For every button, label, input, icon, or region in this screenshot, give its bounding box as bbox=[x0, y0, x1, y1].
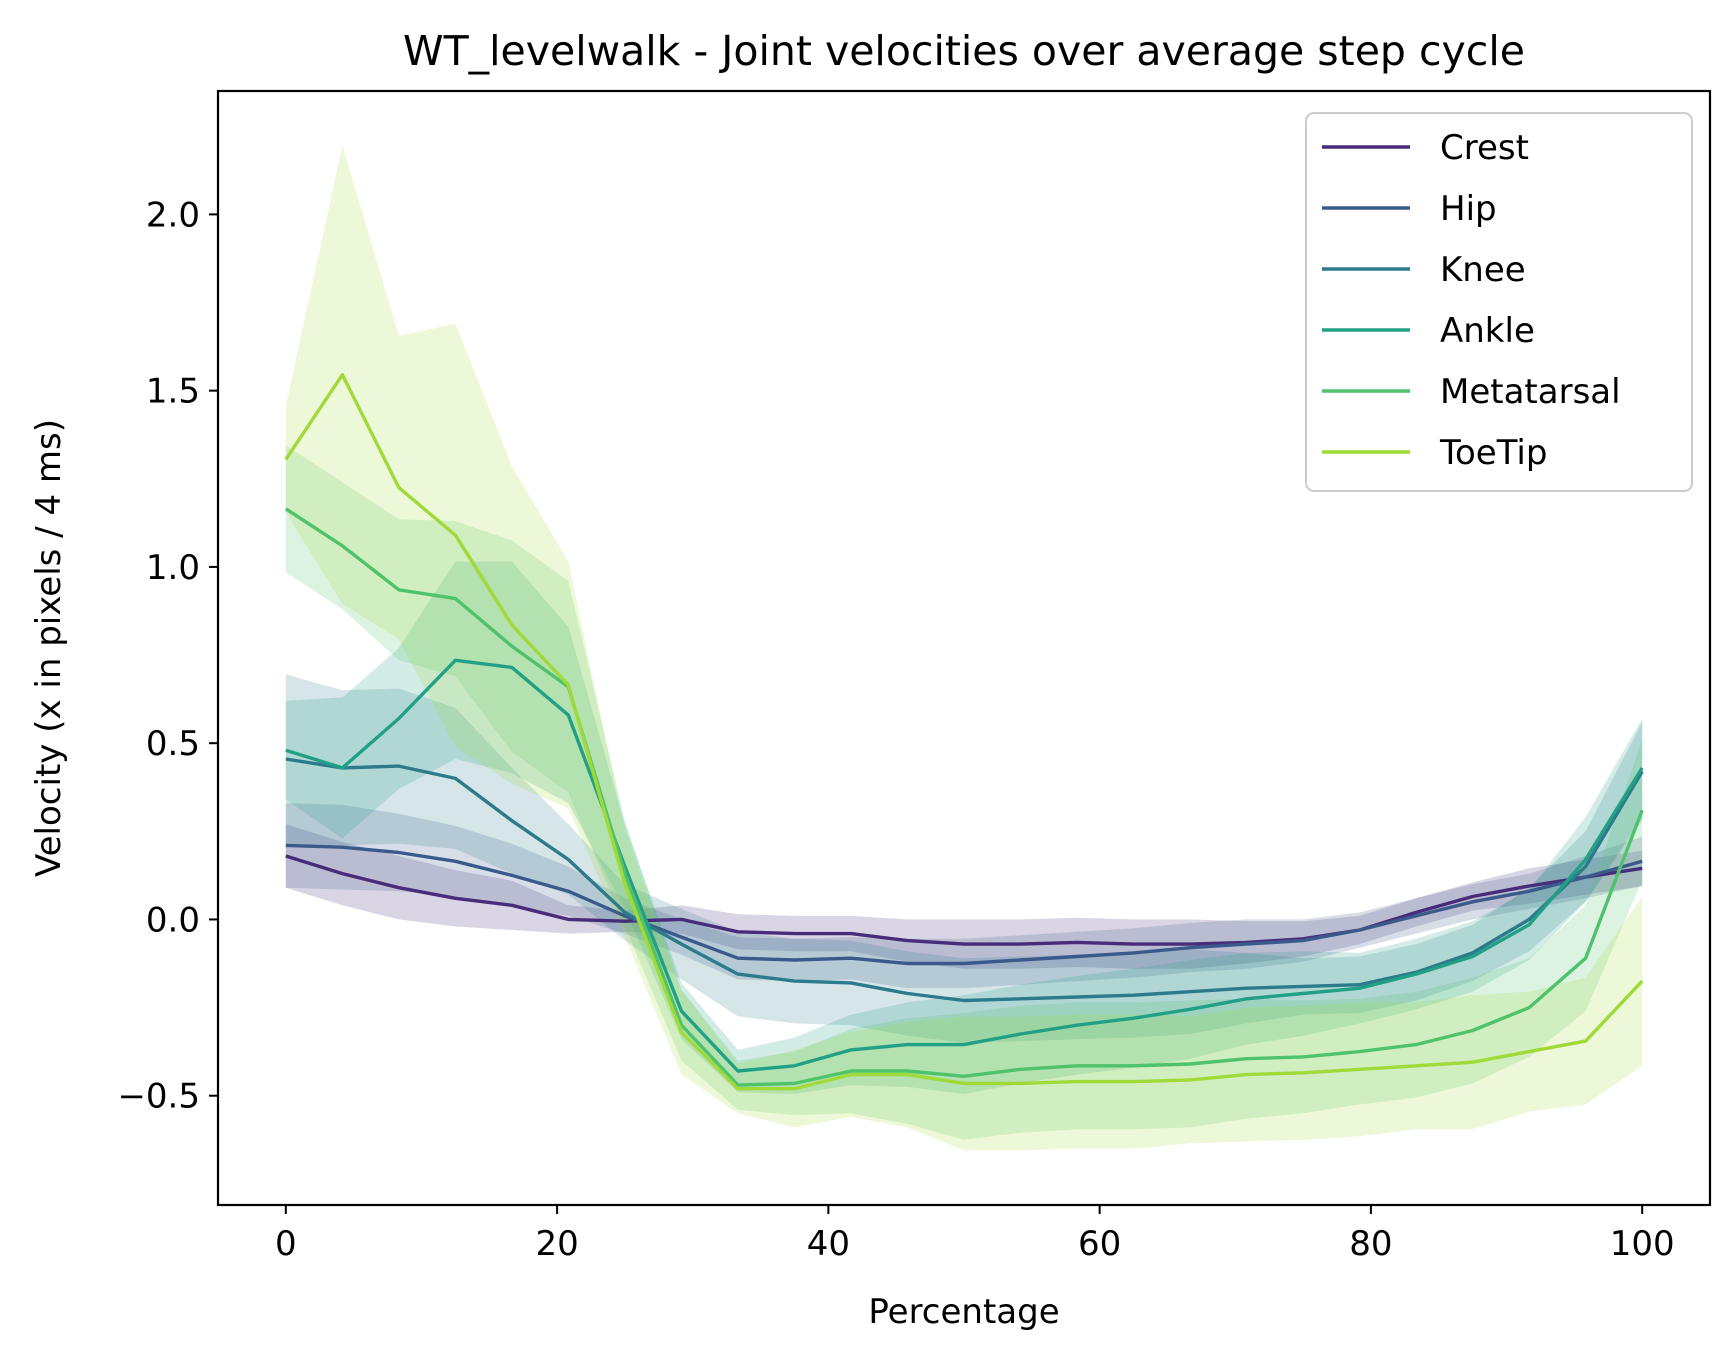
y-tick-label: 1.0 bbox=[146, 548, 200, 588]
x-tick-label: 80 bbox=[1349, 1224, 1392, 1264]
y-tick-label: 2.0 bbox=[146, 195, 200, 235]
series-line-toetip bbox=[284, 373, 1644, 1091]
x-tick-label: 0 bbox=[275, 1224, 297, 1264]
chart-title: WT_levelwalk - Joint velocities over ave… bbox=[403, 27, 1525, 75]
series-lines bbox=[284, 373, 1644, 1091]
series-line-crest bbox=[285, 854, 1643, 946]
legend-label-knee: Knee bbox=[1440, 250, 1526, 290]
x-axis: 0 20 40 60 80 100 bbox=[275, 1205, 1675, 1264]
legend-label-metatarsal: Metatarsal bbox=[1440, 372, 1621, 412]
legend: Crest Hip Knee Ankle Metatarsal ToeTip bbox=[1305, 112, 1693, 492]
y-tick-label: 0.5 bbox=[146, 724, 200, 764]
series-line-knee bbox=[285, 757, 1644, 1003]
x-tick-label: 40 bbox=[807, 1224, 850, 1264]
legend-label-toetip: ToeTip bbox=[1439, 433, 1547, 473]
x-tick-label: 20 bbox=[535, 1224, 578, 1264]
series-line-ankle bbox=[285, 658, 1644, 1073]
band-ankle bbox=[285, 561, 1643, 1094]
y-tick-label: −0.5 bbox=[117, 1077, 200, 1117]
legend-label-ankle: Ankle bbox=[1440, 311, 1535, 351]
legend-label-hip: Hip bbox=[1440, 189, 1497, 229]
y-axis-title: Velocity (x in pixels / 4 ms) bbox=[29, 419, 69, 877]
band-toetip bbox=[285, 145, 1643, 1151]
axes-frame bbox=[216, 89, 1712, 1207]
x-tick-label: 60 bbox=[1078, 1224, 1121, 1264]
y-tick-label: 0.0 bbox=[146, 900, 200, 940]
series-line-metatarsal bbox=[284, 507, 1644, 1087]
band-knee bbox=[285, 674, 1643, 1043]
x-axis-title: Percentage bbox=[868, 1292, 1059, 1332]
series-line-hip bbox=[285, 843, 1643, 966]
y-axis: −0.5 0.0 0.5 1.0 1.5 2.0 bbox=[117, 195, 218, 1117]
band-crest bbox=[285, 824, 1643, 969]
legend-label-crest: Crest bbox=[1440, 128, 1529, 168]
x-tick-label: 100 bbox=[1610, 1224, 1675, 1264]
y-tick-label: 1.5 bbox=[146, 372, 200, 412]
